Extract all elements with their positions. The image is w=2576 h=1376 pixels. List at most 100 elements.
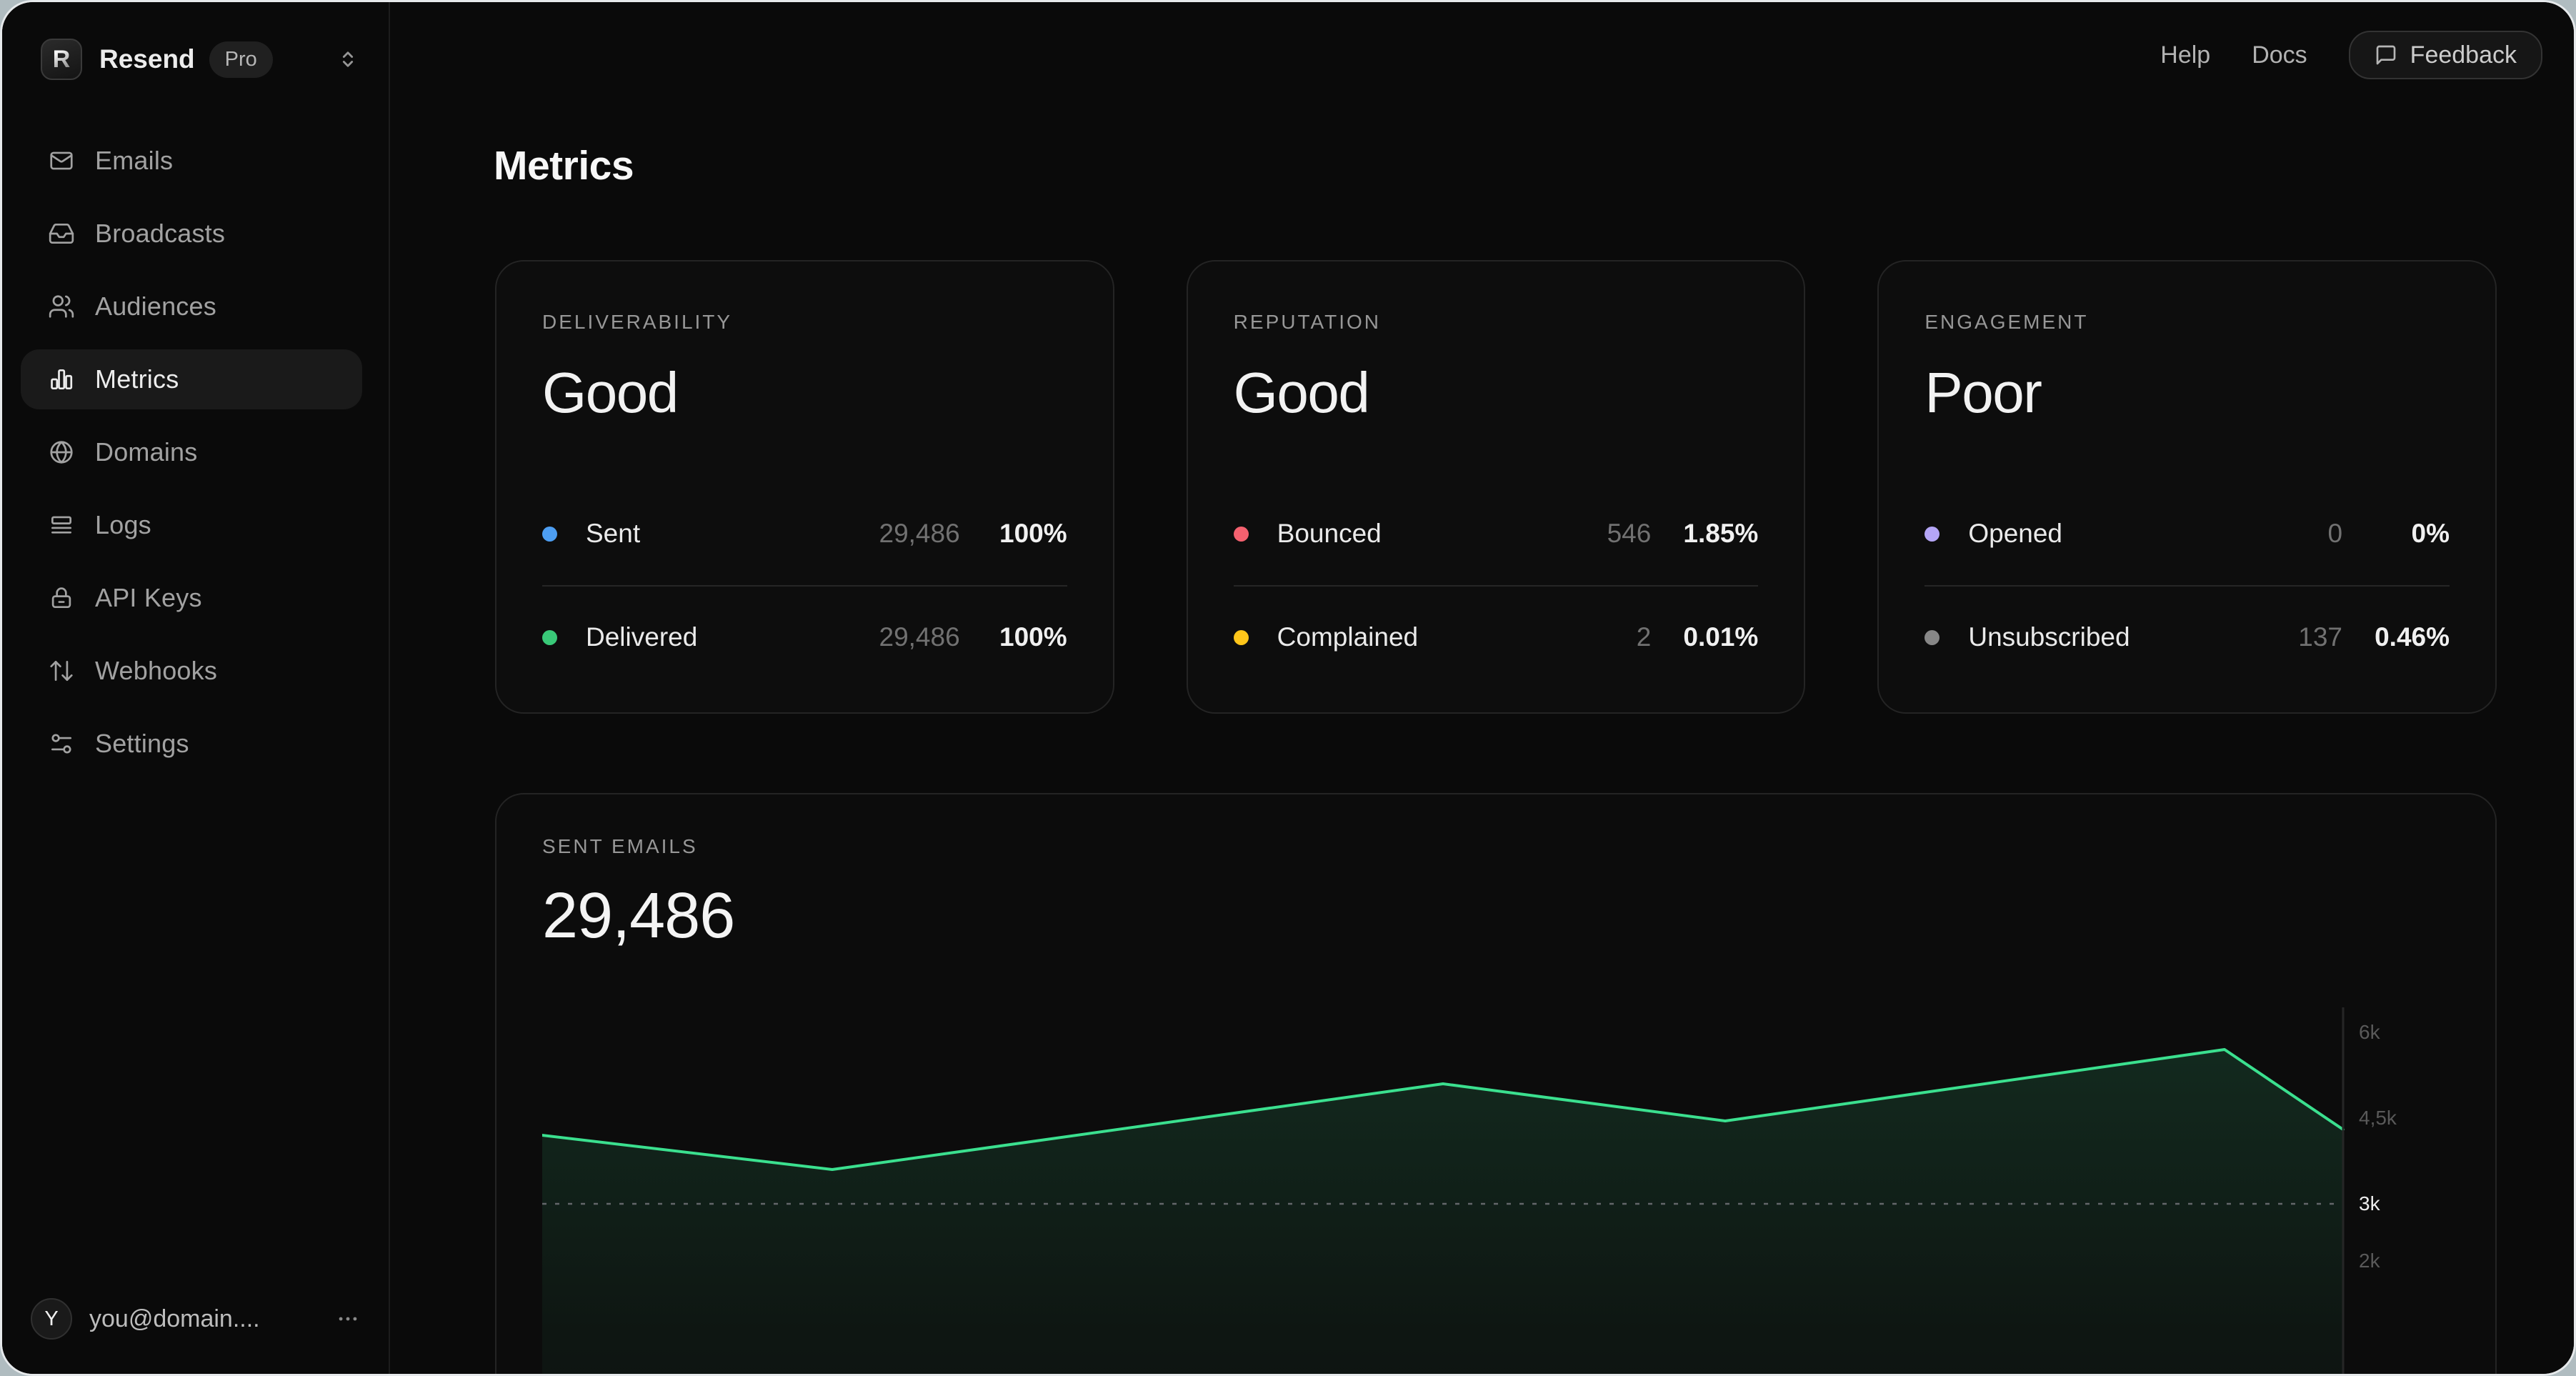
stat-row-unsubscribed: Unsubscribed 137 0.46% [1924,585,2450,688]
stat-row-name: Sent [586,519,641,548]
stat-row-name: Complained [1277,622,1419,652]
sidebar-item-settings[interactable]: Settings [21,714,362,774]
workspace-name: Resend [99,44,195,74]
feedback-button[interactable]: Feedback [2348,31,2542,79]
sidebar-item-label: Settings [95,729,189,758]
sidebar-item-label: Metrics [95,364,179,394]
globe-icon [48,439,75,466]
lock-icon [48,584,75,612]
chart-y-tick-labels: 6k 4,5k 3k 2k [2359,1007,2487,1374]
y-tick-3k: 3k [2359,1192,2380,1215]
sidebar-item-emails[interactable]: Emails [21,131,362,191]
main-content: Help Docs Feedback Metrics DELIVERABILIT… [390,2,2574,1374]
stat-row-name: Opened [1968,519,2063,548]
stat-card-label: ENGAGEMENT [1924,311,2089,333]
sidebar-item-label: Webhooks [95,656,218,685]
logo-letter: R [52,45,71,73]
sidebar-item-audiences[interactable]: Audiences [21,276,362,336]
feedback-label: Feedback [2410,41,2517,69]
arrows-up-down-icon [48,657,75,684]
sidebar-item-broadcasts[interactable]: Broadcasts [21,204,362,264]
avatar-initial: Y [44,1307,59,1330]
stat-cards-row: DELIVERABILITY Good Sent 29,486 100% Del… [495,260,2497,714]
sidebar-item-domains[interactable]: Domains [21,422,362,482]
stat-row-percent: 100% [999,622,1067,652]
sliders-icon [48,730,75,757]
stat-card-rows: Bounced 546 1.85% Complained 2 0.01% [1233,482,1759,688]
users-icon [48,293,75,320]
chart-card-label: SENT EMAILS [542,835,698,857]
stat-row-count: 29,486 [879,519,960,548]
stat-card-rows: Sent 29,486 100% Delivered 29,486 100% [542,482,1067,688]
sidebar-item-label: Broadcasts [95,219,226,248]
stat-row-delivered: Delivered 29,486 100% [542,585,1067,688]
status-dot-icon [542,526,557,542]
stat-row-sent: Sent 29,486 100% [542,482,1067,585]
bar-chart-icon [48,366,75,393]
ellipsis-icon[interactable] [336,1307,360,1331]
stat-card-engagement: ENGAGEMENT Poor Opened 0 0% Unsubscribed… [1877,260,2497,714]
mail-icon [48,147,75,174]
chevrons-up-down-icon[interactable] [336,47,360,71]
stat-row-complained: Complained 2 0.01% [1233,585,1759,688]
sent-emails-card: SENT EMAILS 29,486 [495,793,2497,1374]
user-row[interactable]: Y you@domain.... [31,1292,360,1345]
stat-card-deliverability: DELIVERABILITY Good Sent 29,486 100% Del… [495,260,1114,714]
docs-link[interactable]: Docs [2252,41,2307,69]
stat-row-count: 137 [2298,622,2343,652]
sidebar-item-label: Audiences [95,291,216,321]
chart-area-fill [542,1050,2343,1374]
status-dot-icon [542,629,557,645]
inbox-icon [48,220,75,247]
stat-row-bounced: Bounced 546 1.85% [1233,482,1759,585]
sidebar-item-label: Emails [95,146,174,175]
page-title: Metrics [494,143,634,189]
y-tick-6k: 6k [2359,1021,2380,1043]
sidebar-item-metrics[interactable]: Metrics [21,349,362,409]
chart-header: SENT EMAILS 29,486 [542,834,735,952]
stat-row-opened: Opened 0 0% [1924,482,2450,585]
stat-card-status: Poor [1924,361,2042,424]
stat-card-status: Good [542,361,679,424]
sidebar-item-webhooks[interactable]: Webhooks [21,641,362,701]
status-dot-icon [1924,526,1940,542]
stat-row-percent: 100% [999,519,1067,548]
stat-row-count: 29,486 [879,622,960,652]
avatar: Y [31,1298,72,1340]
plan-badge: Pro [209,41,273,78]
sent-emails-total: 29,486 [542,880,735,952]
stat-row-count: 0 [2327,519,2343,548]
help-link[interactable]: Help [2160,41,2211,69]
stat-card-rows: Opened 0 0% Unsubscribed 137 0.46% [1924,482,2450,688]
workspace-switcher[interactable]: R Resend Pro [41,34,360,85]
stat-card-status: Good [1233,361,1370,424]
top-navigation: Help Docs Feedback [2160,31,2542,79]
sidebar-item-label: Logs [95,510,151,539]
status-dot-icon [1233,629,1249,645]
sidebar-item-label: Domains [95,437,198,467]
resend-logo-icon: R [41,39,82,80]
chart-line [542,1048,2345,1171]
stat-row-percent: 1.85% [1683,519,1759,548]
status-dot-icon [1924,629,1940,645]
stat-row-name: Unsubscribed [1968,622,2130,652]
message-square-icon [2375,44,2397,66]
y-tick-4-5k: 4,5k [2359,1107,2397,1129]
stat-card-label: DELIVERABILITY [542,311,733,333]
stat-row-percent: 0.46% [2375,622,2450,652]
stat-card-label: REPUTATION [1233,311,1381,333]
sidebar-item-logs[interactable]: Logs [21,495,362,555]
stat-row-count: 2 [1636,622,1652,652]
user-email: you@domain.... [89,1305,260,1332]
sidebar-nav: Emails Broadcasts Audiences Metrics Doma… [21,131,362,774]
stat-row-percent: 0% [2411,519,2450,548]
stat-row-percent: 0.01% [1683,622,1759,652]
stat-card-reputation: REPUTATION Good Bounced 546 1.85% Compla… [1186,260,1806,714]
sidebar-item-api-keys[interactable]: API Keys [21,568,362,628]
stat-row-count: 546 [1607,519,1652,548]
sidebar: R Resend Pro Emails Broadcasts Audiences… [2,2,390,1374]
stat-row-name: Delivered [586,622,698,652]
sidebar-item-label: API Keys [95,583,202,612]
stat-row-name: Bounced [1277,519,1382,548]
